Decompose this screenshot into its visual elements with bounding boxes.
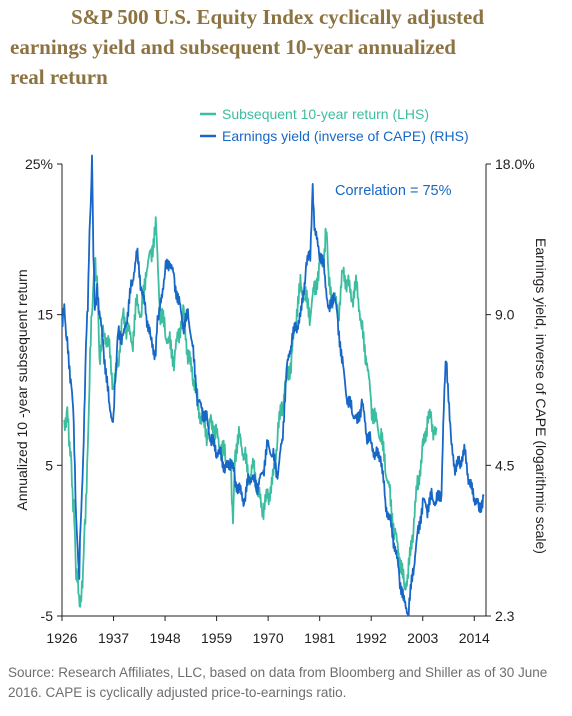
x-tick-label: 1937	[98, 630, 129, 646]
chart-series	[61, 154, 485, 617]
legend-label-earnings-yield: Earnings yield (inverse of CAPE) (RHS)	[222, 128, 469, 144]
x-tick-label: 1959	[201, 630, 232, 646]
y-axis-right-label: Earnings yield, inverse of CAPE (logarit…	[533, 238, 549, 554]
x-tick-label: 1926	[46, 630, 77, 646]
x-tick-label: 2014	[459, 630, 490, 646]
x-tick-label: 1948	[149, 630, 180, 646]
chart-axes: 25% 15 5 -5 18.0% 9.0 4.5 2.3 1926 1937 1948 1959 19…	[25, 156, 535, 646]
y-left-tick-label: 15	[37, 307, 53, 323]
y-left-tick-label: 25%	[25, 156, 53, 172]
source-note: Source: Research Affiliates, LLC, based …	[8, 665, 548, 700]
series-line-earnings-yield	[61, 154, 485, 617]
x-tick-label: 1981	[304, 630, 335, 646]
y-axis-left-label: Annualized 10 -year subsequent return	[14, 269, 30, 510]
y-right-tick-label: 4.5	[495, 457, 515, 473]
chart-title-line-1: S&P 500 U.S. Equity Index cyclically adj…	[71, 5, 485, 29]
y-left-tick-label: 5	[45, 457, 53, 473]
y-left-tick-label: -5	[41, 608, 54, 624]
y-right-tick-label: 2.3	[495, 608, 515, 624]
correlation-annotation: Correlation = 75%	[335, 183, 452, 199]
y-right-tick-label: 18.0%	[495, 156, 535, 172]
x-tick-label: 2003	[407, 630, 438, 646]
y-right-tick-label: 9.0	[495, 307, 515, 323]
chart-title-line-3: real return	[10, 65, 108, 89]
series-line-subsequent-return	[63, 216, 438, 608]
chart-title-line-2: earnings yield and subsequent 10-year an…	[10, 35, 456, 59]
line-chart: Subsequent 10-year return (LHS) Earnings…	[14, 106, 549, 646]
chart-legend: Subsequent 10-year return (LHS) Earnings…	[200, 106, 469, 144]
legend-label-subsequent-return: Subsequent 10-year return (LHS)	[222, 106, 429, 122]
x-tick-label: 1970	[253, 630, 284, 646]
x-tick-label: 1992	[356, 630, 387, 646]
